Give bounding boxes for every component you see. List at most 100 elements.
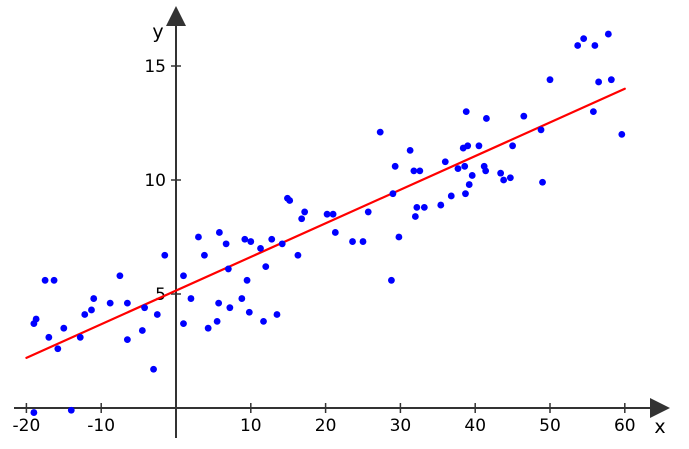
- data-point: [41, 276, 49, 284]
- data-point: [462, 190, 469, 198]
- data-point: [420, 203, 428, 211]
- data-point: [441, 158, 449, 166]
- data-point: [475, 142, 483, 150]
- x-tick-label: -10: [87, 416, 115, 436]
- data-point: [247, 238, 255, 245]
- data-point: [468, 172, 476, 179]
- x-tick-label: -20: [13, 416, 41, 436]
- data-point: [90, 295, 98, 302]
- x-tick-label: 50: [539, 416, 561, 436]
- x-axis-label: x: [654, 416, 665, 438]
- data-point: [410, 167, 418, 175]
- data-point: [323, 210, 331, 218]
- data-point: [76, 333, 84, 341]
- y-tick-label: 5: [155, 285, 166, 305]
- data-point: [60, 324, 68, 332]
- data-point: [226, 304, 234, 312]
- data-point: [331, 229, 339, 236]
- data-point: [286, 197, 294, 204]
- data-point: [500, 176, 508, 184]
- data-point: [243, 276, 251, 284]
- data-point: [413, 203, 421, 211]
- data-point: [391, 162, 399, 170]
- data-point: [376, 128, 384, 136]
- data-points: [30, 30, 626, 416]
- data-point: [589, 108, 597, 115]
- data-point: [30, 409, 38, 416]
- data-point: [245, 308, 253, 316]
- data-point: [294, 251, 302, 259]
- data-point: [447, 192, 455, 200]
- data-point: [349, 238, 356, 245]
- data-point: [67, 406, 75, 414]
- data-point: [574, 42, 582, 49]
- data-point: [278, 240, 286, 248]
- data-point: [45, 333, 53, 341]
- data-point: [604, 30, 612, 38]
- data-point: [106, 299, 114, 307]
- data-point: [462, 108, 470, 115]
- data-point: [161, 251, 169, 259]
- data-point: [618, 131, 626, 138]
- data-point: [180, 272, 187, 280]
- data-point: [454, 165, 462, 173]
- data-point: [509, 142, 516, 150]
- data-point: [591, 42, 599, 49]
- y-axis-label: y: [152, 21, 163, 43]
- data-point: [482, 167, 490, 175]
- data-point: [388, 276, 395, 284]
- data-point: [389, 190, 397, 198]
- data-point: [595, 78, 603, 86]
- data-point: [437, 201, 445, 209]
- data-point: [461, 162, 469, 170]
- data-point: [116, 272, 124, 280]
- data-point: [213, 317, 221, 325]
- y-tick-label: 15: [144, 57, 166, 77]
- data-point: [607, 76, 615, 84]
- x-ticks: -20 -10 10 20 30 40 50 60: [13, 403, 636, 436]
- x-tick-label: 60: [614, 416, 636, 436]
- data-point: [32, 315, 40, 323]
- trend-line: [25, 87, 626, 359]
- data-point: [88, 306, 95, 314]
- data-point: [539, 178, 546, 186]
- data-point: [359, 238, 367, 245]
- data-point: [241, 235, 249, 243]
- data-point: [465, 181, 473, 188]
- data-point: [150, 365, 157, 373]
- data-point: [180, 320, 187, 328]
- data-point: [395, 233, 403, 241]
- data-point: [301, 208, 309, 216]
- data-point: [224, 265, 232, 273]
- data-point: [464, 142, 472, 150]
- data-point: [537, 126, 545, 134]
- y-ticks: 5 10 15: [144, 57, 181, 305]
- data-point: [201, 251, 208, 259]
- data-point: [222, 240, 230, 248]
- data-point: [262, 263, 270, 271]
- data-point: [364, 208, 372, 216]
- data-point: [141, 304, 148, 312]
- data-point: [497, 169, 505, 177]
- data-point: [123, 299, 131, 307]
- x-tick-label: 20: [315, 416, 337, 436]
- x-tick-label: 10: [240, 416, 262, 436]
- data-point: [138, 327, 146, 334]
- data-point: [483, 115, 490, 122]
- data-point: [195, 233, 202, 241]
- data-point: [257, 245, 264, 252]
- data-point: [416, 167, 424, 175]
- data-point: [204, 324, 212, 332]
- data-point: [81, 311, 89, 318]
- data-point: [329, 210, 337, 218]
- data-point: [215, 229, 223, 236]
- x-tick-label: 30: [390, 416, 412, 436]
- data-point: [520, 112, 528, 120]
- data-point: [260, 317, 267, 325]
- data-point: [298, 215, 306, 223]
- y-tick-label: 10: [144, 171, 166, 191]
- data-point: [506, 174, 514, 182]
- data-point: [123, 336, 131, 343]
- data-point: [50, 276, 58, 284]
